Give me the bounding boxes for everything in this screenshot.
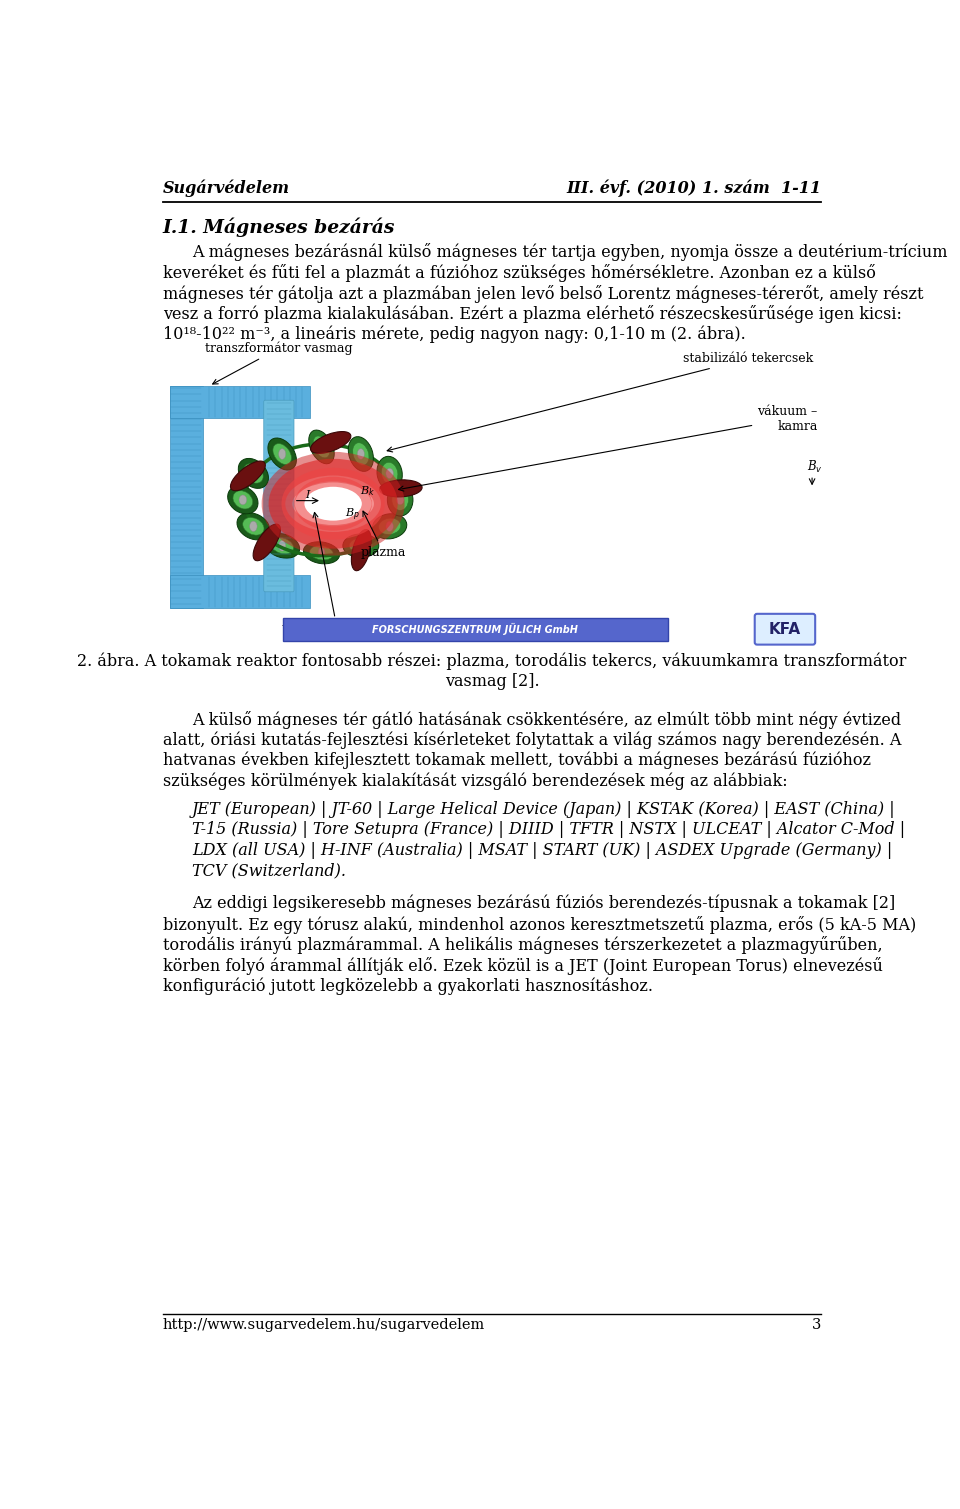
Text: vákuum –
kamra: vákuum – kamra: [398, 404, 818, 490]
Ellipse shape: [309, 430, 334, 463]
Ellipse shape: [311, 432, 350, 453]
Ellipse shape: [351, 530, 372, 570]
Ellipse shape: [372, 513, 407, 539]
Ellipse shape: [386, 521, 394, 531]
Ellipse shape: [268, 438, 297, 469]
Ellipse shape: [392, 489, 408, 510]
Ellipse shape: [243, 518, 264, 536]
Text: keveréket és fűti fel a plazmát a fúzióhoz szükséges hőmérsékletre. Azonban ez a: keveréket és fűti fel a plazmát a fúzióh…: [162, 264, 876, 282]
Ellipse shape: [343, 534, 379, 557]
Ellipse shape: [265, 533, 300, 558]
FancyBboxPatch shape: [283, 617, 668, 641]
Ellipse shape: [233, 490, 252, 509]
Text: A mágneses bezárásnál külső mágneses tér tartja egyben, nyomja össze a deutérium: A mágneses bezárásnál külső mágneses tér…: [192, 243, 948, 261]
Text: I: I: [305, 489, 309, 499]
Text: 10¹⁸-10²² m⁻³, a lineáris mérete, pedig nagyon nagy: 0,1-10 m (2. ábra).: 10¹⁸-10²² m⁻³, a lineáris mérete, pedig …: [162, 326, 745, 344]
Ellipse shape: [378, 518, 400, 534]
Text: 3: 3: [812, 1317, 822, 1331]
Text: LDX (all USA) | H-INF (Australia) | MSAT | START (UK) | ASDEX Upgrade (Germany) : LDX (all USA) | H-INF (Australia) | MSAT…: [192, 842, 893, 859]
FancyBboxPatch shape: [755, 614, 815, 644]
Text: FORSCHUNGSZENTRUM JÜLICH GmbH: FORSCHUNGSZENTRUM JÜLICH GmbH: [372, 623, 578, 635]
Ellipse shape: [237, 513, 270, 540]
Text: toroidális tekercs: toroidális tekercs: [281, 513, 393, 634]
Bar: [166, 338, 822, 646]
Text: A külső mágneses tér gátló hatásának csökkentésére, az elmúlt több mint négy évt: A külső mágneses tér gátló hatásának csö…: [192, 711, 901, 729]
Text: 2. ábra. A tokamak reaktor fontosabb részei: plazma, torodális tekercs, vákuumka: 2. ábra. A tokamak reaktor fontosabb rés…: [78, 652, 906, 670]
Text: stabilizáló tekercsek: stabilizáló tekercsek: [387, 352, 814, 451]
Ellipse shape: [349, 539, 372, 554]
FancyBboxPatch shape: [170, 575, 310, 608]
Text: I.1. Mágneses bezárás: I.1. Mágneses bezárás: [162, 217, 395, 237]
Text: hatvanas években kifejlesztett tokamak mellett, további a mágneses bezárású fúzi: hatvanas években kifejlesztett tokamak m…: [162, 751, 871, 770]
Ellipse shape: [377, 456, 402, 490]
Ellipse shape: [271, 537, 294, 554]
Ellipse shape: [303, 542, 340, 564]
Ellipse shape: [278, 448, 286, 459]
Text: TCV (Switzerland).: TCV (Switzerland).: [192, 863, 346, 880]
Ellipse shape: [244, 463, 263, 483]
Ellipse shape: [396, 495, 404, 504]
Ellipse shape: [278, 540, 286, 551]
Text: B$_v$: B$_v$: [807, 459, 824, 475]
FancyBboxPatch shape: [264, 400, 294, 592]
Ellipse shape: [348, 436, 373, 471]
Text: mágneses tér gátolja azt a plazmában jelen levő belső Lorentz mágneses-térerőt, : mágneses tér gátolja azt a plazmában jel…: [162, 285, 924, 303]
Ellipse shape: [379, 480, 422, 496]
FancyBboxPatch shape: [170, 386, 203, 608]
Ellipse shape: [238, 459, 269, 489]
Ellipse shape: [381, 462, 397, 484]
Ellipse shape: [386, 468, 394, 478]
Ellipse shape: [357, 448, 365, 459]
Ellipse shape: [239, 495, 247, 504]
Ellipse shape: [250, 521, 257, 531]
FancyBboxPatch shape: [170, 386, 310, 418]
Text: III. évf. (2010) 1. szám  1-11: III. évf. (2010) 1. szám 1-11: [566, 180, 822, 198]
Text: Sugárvédelem: Sugárvédelem: [162, 180, 290, 198]
Text: körben folyó árammal állítják elő. Ezek közül is a JET (Joint European Torus) el: körben folyó árammal állítják elő. Ezek …: [162, 957, 882, 975]
Text: vesz a forró plazma kialakulásában. Ezért a plazma elérhető részecskesűrűsége ig: vesz a forró plazma kialakulásában. Ezér…: [162, 305, 901, 323]
Text: KFA: KFA: [769, 622, 801, 637]
Ellipse shape: [319, 442, 324, 453]
Ellipse shape: [230, 462, 265, 490]
Ellipse shape: [388, 484, 413, 516]
Ellipse shape: [357, 540, 365, 551]
Text: T-15 (Russia) | Tore Setupra (France) | DIIID | TFTR | NSTX | ULCEAT | Alcator C: T-15 (Russia) | Tore Setupra (France) | …: [192, 821, 905, 839]
Text: bizonyult. Ez egy tórusz alakú, mindenhol azonos keresztmetszetű plazma, erős (5: bizonyult. Ez egy tórusz alakú, mindenho…: [162, 916, 916, 934]
Text: plazma: plazma: [361, 512, 406, 558]
Text: alatt, óriási kutatás-fejlesztési kísérleteket folytattak a világ számos nagy be: alatt, óriási kutatás-fejlesztési kísérl…: [162, 732, 901, 748]
Ellipse shape: [273, 444, 292, 465]
Text: Az eddigi legsikeresebb mágneses bezárású fúziós berendezés-típusnak a tokamak [: Az eddigi legsikeresebb mágneses bezárás…: [192, 895, 896, 913]
Text: konfiguráció jutott legközelebb a gyakorlati hasznosításhoz.: konfiguráció jutott legközelebb a gyakor…: [162, 978, 653, 994]
Text: vasmag [2].: vasmag [2].: [444, 673, 540, 690]
Text: B$_p$: B$_p$: [345, 507, 360, 524]
Ellipse shape: [250, 468, 257, 478]
Ellipse shape: [228, 486, 258, 515]
Text: http://www.sugarvedelem.hu/sugarvedelem: http://www.sugarvedelem.hu/sugarvedelem: [162, 1317, 485, 1331]
Ellipse shape: [310, 546, 333, 560]
Text: torodális irányú plazmárammal. A helikális mágneses térszerkezetet a plazmagyűrű: torodális irányú plazmárammal. A helikál…: [162, 936, 882, 954]
Text: transzformátor vasmag: transzformátor vasmag: [205, 341, 352, 383]
Text: JET (European) | JT-60 | Large Helical Device (Japan) | KSTAK (Korea) | EAST (Ch: JET (European) | JT-60 | Large Helical D…: [192, 801, 896, 818]
Ellipse shape: [253, 524, 280, 561]
Text: szükséges körülmények kialakítását vizsgáló berendezések még az alábbiak:: szükséges körülmények kialakítását vizsg…: [162, 773, 787, 789]
Text: B$_k$: B$_k$: [360, 484, 375, 498]
Ellipse shape: [313, 436, 330, 457]
Ellipse shape: [352, 442, 369, 465]
Ellipse shape: [319, 548, 324, 558]
